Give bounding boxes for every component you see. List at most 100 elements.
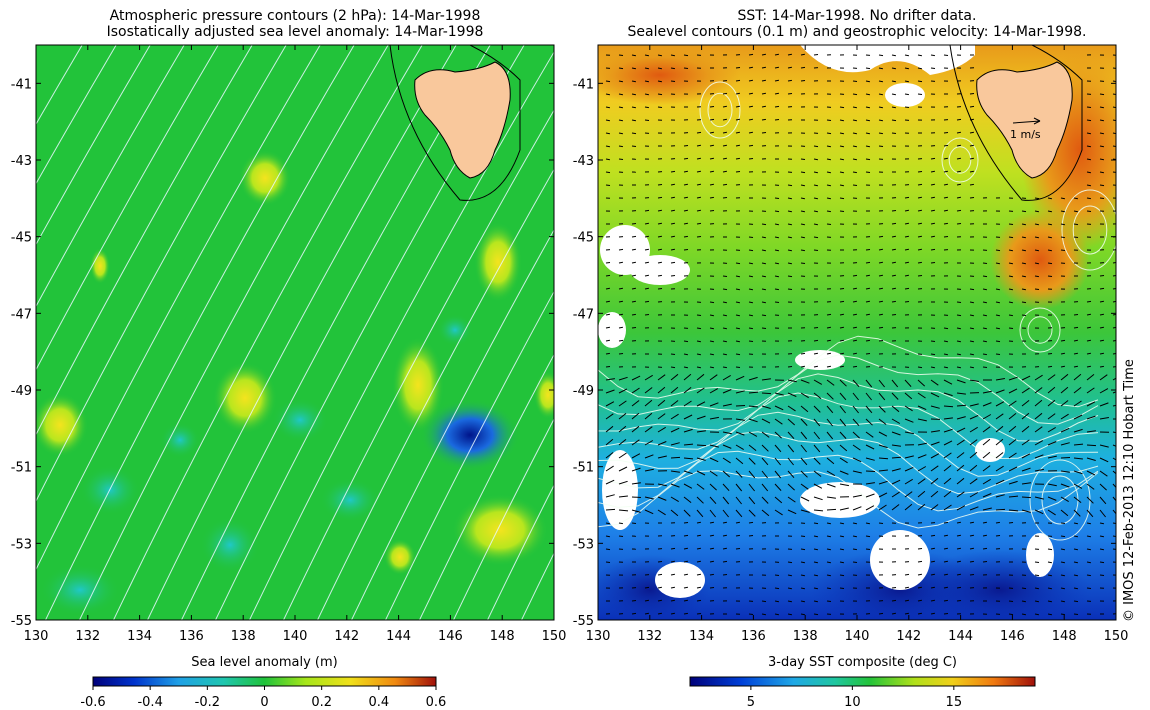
velocity-arrow (761, 262, 767, 265)
velocity-arrow (930, 534, 936, 537)
velocity-arrow (1086, 496, 1094, 504)
velocity-arrow (1073, 326, 1079, 329)
velocity-arrow (852, 418, 860, 427)
velocity-arrow (1086, 548, 1092, 551)
velocity-arrow (1099, 119, 1104, 122)
velocity-arrow (878, 480, 888, 485)
velocity-arrow (605, 494, 615, 498)
velocity-arrow (722, 521, 728, 524)
velocity-arrow (956, 327, 961, 330)
velocity-arrow (1073, 400, 1082, 407)
velocity-arrow (1008, 275, 1014, 278)
velocity-arrow (670, 612, 676, 615)
velocity-arrow (631, 313, 636, 316)
velocity-arrow (1034, 197, 1040, 200)
velocity-arrow (982, 438, 991, 446)
velocity-arrow (761, 53, 766, 56)
velocity-arrow (670, 209, 676, 212)
velocity-arrow (995, 249, 1001, 252)
velocity-arrow (839, 313, 844, 316)
velocity-arrow (956, 439, 965, 446)
x-tick-label: 138 (231, 629, 256, 644)
velocity-arrow (761, 470, 768, 479)
velocity-arrow (1086, 365, 1092, 368)
velocity-arrow (865, 158, 871, 161)
velocity-arrow (865, 482, 875, 485)
velocity-arrow (956, 464, 965, 472)
velocity-arrow (943, 222, 948, 225)
velocity-arrow (865, 93, 870, 96)
velocity-arrow (917, 275, 923, 277)
velocity-arrow (1112, 287, 1116, 290)
velocity-arrow (1060, 457, 1071, 459)
velocity-arrow (1099, 313, 1105, 316)
velocity-arrow (1034, 509, 1044, 515)
velocity-arrow (800, 535, 806, 537)
velocity-arrow (709, 366, 715, 369)
velocity-arrow (904, 106, 910, 108)
velocity-arrow (670, 456, 681, 459)
sealevel-contour (598, 431, 1099, 495)
pressure-contour (486, 484, 554, 620)
velocity-arrow (709, 353, 715, 356)
x-tick-label: 148 (490, 629, 515, 644)
velocity-arrow (865, 145, 870, 148)
velocity-arrow (657, 54, 663, 57)
velocity-arrow (696, 586, 701, 589)
velocity-arrow (839, 145, 845, 148)
right-map-panel: 1 m/s (598, 45, 1116, 620)
velocity-arrow (826, 171, 832, 174)
velocity-arrow (735, 340, 740, 343)
velocity-arrow (1047, 483, 1057, 487)
velocity-arrow (852, 326, 858, 329)
velocity-arrow (865, 249, 871, 251)
velocity-arrow (709, 374, 718, 381)
velocity-arrow (1099, 417, 1109, 420)
pressure-contour (78, 45, 389, 620)
velocity-arrow (657, 599, 663, 602)
velocity-arrow (982, 414, 992, 420)
velocity-arrow (696, 131, 702, 134)
velocity-arrow (618, 425, 627, 433)
velocity-arrow (1073, 470, 1083, 475)
velocity-arrow (670, 599, 676, 602)
velocity-arrow (852, 80, 858, 82)
velocity-arrow (904, 209, 909, 212)
velocity-arrow (930, 392, 940, 398)
geostrophic-velocity-arrows (605, 53, 1116, 616)
velocity-arrow (826, 522, 831, 525)
velocity-arrow (774, 92, 779, 95)
velocity-arrow (1112, 80, 1116, 82)
velocity-arrow (878, 67, 883, 70)
velocity-arrow (644, 93, 649, 96)
velocity-arrow (956, 505, 966, 511)
velocity-arrow (969, 105, 975, 108)
velocity-arrow (904, 287, 910, 290)
velocity-arrow (813, 339, 819, 342)
velocity-arrow (644, 106, 649, 109)
velocity-arrow (878, 93, 884, 96)
velocity-arrow (813, 327, 819, 329)
velocity-arrow (748, 79, 753, 82)
velocity-arrow (722, 431, 732, 435)
velocity-arrow (631, 400, 640, 407)
velocity-arrow (1112, 548, 1116, 550)
velocity-arrow (1112, 391, 1116, 394)
velocity-arrow (813, 236, 819, 239)
velocity-arrow (943, 440, 953, 446)
y-tick-label: -43 (11, 154, 32, 169)
velocity-arrow (1021, 288, 1026, 291)
velocity-arrow (930, 248, 936, 251)
velocity-arrow (917, 418, 927, 422)
velocity-arrow (826, 418, 833, 427)
velocity-arrow (943, 428, 953, 433)
velocity-arrow (1112, 535, 1116, 537)
velocity-arrow (683, 157, 689, 160)
velocity-arrow (1112, 313, 1116, 316)
velocity-arrow (761, 457, 769, 466)
velocity-arrow (1047, 374, 1056, 381)
colorbar-tick-label: -0.6 (80, 695, 105, 710)
velocity-arrow (956, 392, 966, 395)
velocity-arrow (1112, 353, 1116, 355)
velocity-arrow (826, 365, 832, 368)
